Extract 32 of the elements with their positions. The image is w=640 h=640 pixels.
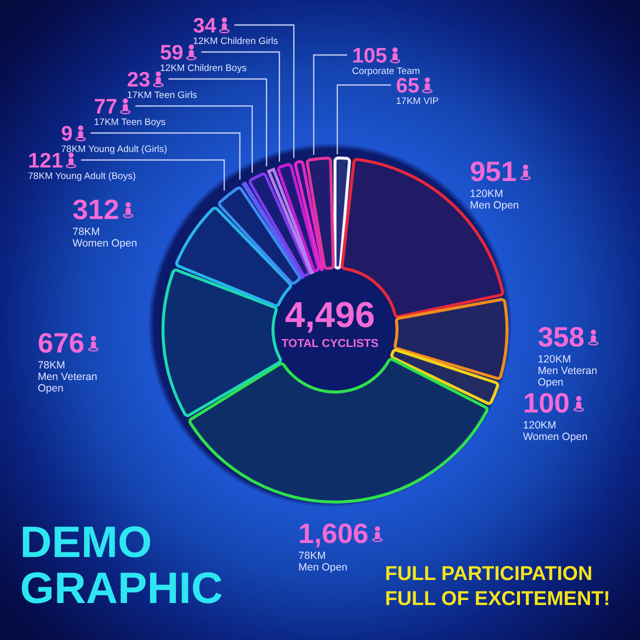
slice-label: 17KM VIP	[396, 96, 439, 107]
text: FULL PARTICIPATION FULL OF EXCITEMENT!	[385, 562, 612, 612]
text: DEMO GRAPHIC	[20, 518, 223, 613]
slice-label: 17KM Teen Boys	[94, 117, 166, 128]
slice-label: 120KM Men Open	[470, 188, 520, 212]
data-label: 951	[470, 156, 517, 188]
text: 4,496	[284, 294, 376, 335]
slice-label: 12KM Children Girls	[193, 36, 278, 47]
slice-label: Corporate Team	[352, 66, 420, 77]
data-label: 312	[72, 194, 120, 225]
slice-label: 78KM Young Adult (Boys)	[28, 171, 136, 182]
data-label: 1,606	[298, 518, 368, 549]
text: TOTAL CYCLISTS	[280, 337, 380, 351]
slice-label: 78KM Men Veteran Open	[38, 359, 98, 394]
data-label: 100	[523, 387, 570, 418]
slice-label: 78KM Men Open	[298, 550, 348, 574]
slice-label: 12KM Children Boys	[160, 63, 247, 74]
slice-label: 17KM Teen Girls	[127, 90, 198, 101]
data-label: 34	[193, 14, 217, 38]
data-label: 59	[160, 42, 184, 64]
slice-label: 120KM Men Veteran Open	[538, 353, 598, 388]
data-label: 77	[94, 96, 118, 118]
data-label: 105	[352, 44, 388, 68]
data-label: 9	[61, 122, 73, 146]
data-label: 121	[28, 150, 64, 172]
data-label: 23	[127, 68, 150, 92]
slice-label: 78KM Women Open	[72, 226, 138, 250]
data-label: 358	[538, 321, 584, 352]
slice-label: 120KM Women Open	[523, 419, 588, 443]
slice-label: 78KM Young Adult (Girls)	[61, 144, 168, 155]
data-label: 65	[396, 74, 420, 98]
data-label: 676	[38, 327, 84, 358]
